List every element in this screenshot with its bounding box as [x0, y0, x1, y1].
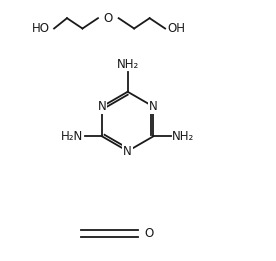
Text: N: N	[123, 145, 132, 158]
Text: N: N	[149, 100, 158, 113]
Text: H₂N: H₂N	[61, 130, 84, 143]
Text: OH: OH	[168, 22, 186, 35]
Text: HO: HO	[32, 22, 50, 35]
Text: NH₂: NH₂	[116, 58, 139, 71]
Text: NH₂: NH₂	[172, 130, 194, 143]
Text: O: O	[104, 12, 113, 25]
Text: O: O	[144, 227, 154, 240]
Text: N: N	[98, 100, 106, 113]
